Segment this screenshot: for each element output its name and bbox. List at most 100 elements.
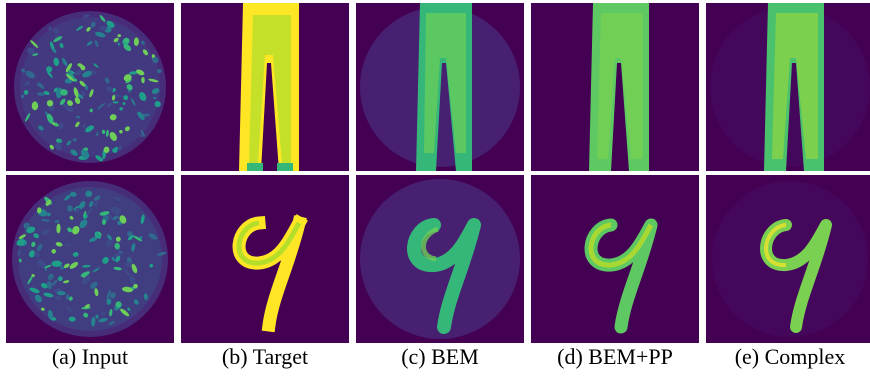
- speckle-grain: [59, 42, 64, 49]
- speckle-grain: [37, 82, 45, 90]
- panel-complex-row2: [706, 175, 870, 343]
- speckle-grain: [34, 251, 40, 258]
- speckle-grain: [103, 146, 110, 153]
- speckle-grain: [80, 271, 90, 277]
- speckle-grain: [60, 89, 68, 96]
- speckle-grain: [85, 125, 94, 133]
- speckle-grain: [102, 256, 109, 264]
- speckle-grain: [127, 231, 133, 237]
- caption-bem: (c) BEM: [401, 344, 479, 369]
- speckle-grain: [108, 320, 115, 326]
- speckle-grain: [93, 201, 99, 207]
- speckle-grain: [124, 261, 132, 268]
- speckle-grain: [46, 66, 53, 73]
- speckle-grain: [85, 190, 93, 198]
- speckle-grain: [65, 74, 75, 82]
- speckle-grain: [81, 275, 91, 285]
- panel-input-row2: [6, 175, 174, 343]
- speckle-grain: [25, 70, 35, 79]
- speckle-grain: [86, 26, 91, 32]
- speckle-grain: [36, 243, 43, 252]
- speckle-grain: [18, 258, 22, 263]
- speckle-grain: [88, 237, 98, 243]
- speckle-grain: [79, 80, 86, 87]
- trousers-complex-image: [706, 3, 870, 171]
- speckle-grain: [54, 295, 62, 300]
- speckle-grain: [94, 39, 99, 48]
- speckle-grain: [129, 275, 136, 285]
- speckle-grain: [31, 101, 39, 111]
- panel-bempp-row2: [531, 175, 699, 343]
- speckle-grain: [67, 227, 73, 233]
- speckle-grain: [98, 317, 108, 323]
- speckle-grain: [74, 70, 83, 76]
- speckle-grain: [36, 207, 42, 214]
- speckle-grain: [115, 236, 121, 242]
- speckle-grain: [34, 294, 42, 303]
- speckle-grain: [56, 223, 61, 234]
- speckle-grain: [75, 115, 81, 119]
- speckle-grain: [99, 25, 108, 31]
- speckle-grain: [133, 37, 139, 46]
- speckle-grain: [47, 273, 54, 281]
- speckle-grain: [89, 89, 94, 98]
- speckle-grain: [43, 91, 50, 95]
- speckle-grain: [122, 286, 133, 293]
- speckle-grain: [33, 233, 39, 239]
- speckle-grain: [120, 308, 130, 317]
- speckle-grain: [74, 97, 81, 104]
- speckle-grain: [91, 316, 96, 327]
- speckle-grain: [114, 146, 118, 150]
- speckle-grain: [54, 219, 60, 224]
- speckle-grain: [51, 249, 57, 254]
- speckle-grain: [20, 94, 25, 99]
- speckle-input-image: [6, 3, 174, 171]
- speckle-grain: [23, 222, 30, 229]
- speckle-grain: [140, 214, 145, 225]
- speckle-grain: [41, 229, 50, 236]
- speckle-grain: [53, 36, 63, 43]
- digit-nine-target-image: [181, 175, 349, 343]
- speckle-grain: [119, 129, 123, 134]
- speckle-grain: [31, 274, 35, 278]
- speckle-grain: [106, 289, 112, 299]
- speckle-grain: [115, 301, 122, 308]
- panel-target-row1: [181, 3, 349, 171]
- speckle-grain: [83, 210, 87, 218]
- speckle-grain: [84, 304, 91, 309]
- speckle-grain: [63, 263, 70, 269]
- digit-nine-bem-image: [356, 175, 524, 343]
- speckle-grain: [80, 90, 86, 97]
- speckle-grain: [114, 242, 120, 250]
- speckle-grain: [105, 129, 109, 137]
- speckle-grain: [26, 226, 36, 234]
- speckle-grain: [86, 40, 93, 46]
- speckle-grain: [143, 293, 148, 301]
- speckle-grain: [69, 191, 77, 197]
- speckle-grain: [119, 215, 127, 224]
- speckle-grain: [106, 20, 115, 28]
- speckle-grain: [115, 255, 121, 263]
- speckle-grain: [94, 288, 99, 297]
- speckle-grain: [47, 309, 54, 320]
- speckle-grain: [123, 95, 129, 101]
- speckle-grain: [101, 219, 107, 225]
- speckle-grain: [69, 261, 79, 269]
- speckle-grain: [28, 250, 36, 258]
- speckle-grain: [86, 207, 93, 216]
- speckle-grain: [109, 309, 113, 317]
- speckle-grain: [89, 108, 93, 113]
- speckle-grain: [117, 34, 121, 38]
- speckle-grain: [48, 26, 52, 31]
- speckle-grain: [27, 275, 33, 285]
- speckle-grain: [99, 14, 106, 23]
- speckle-grain: [53, 57, 60, 67]
- speckle-grain: [90, 281, 98, 289]
- speckle-grain: [57, 276, 63, 282]
- speckle-grain: [123, 37, 130, 44]
- speckle-grain: [73, 78, 78, 82]
- speckle-grain: [27, 47, 35, 55]
- panel-complex-row1: [706, 3, 870, 171]
- speckle-grain: [90, 69, 97, 75]
- speckle-grain: [113, 93, 123, 97]
